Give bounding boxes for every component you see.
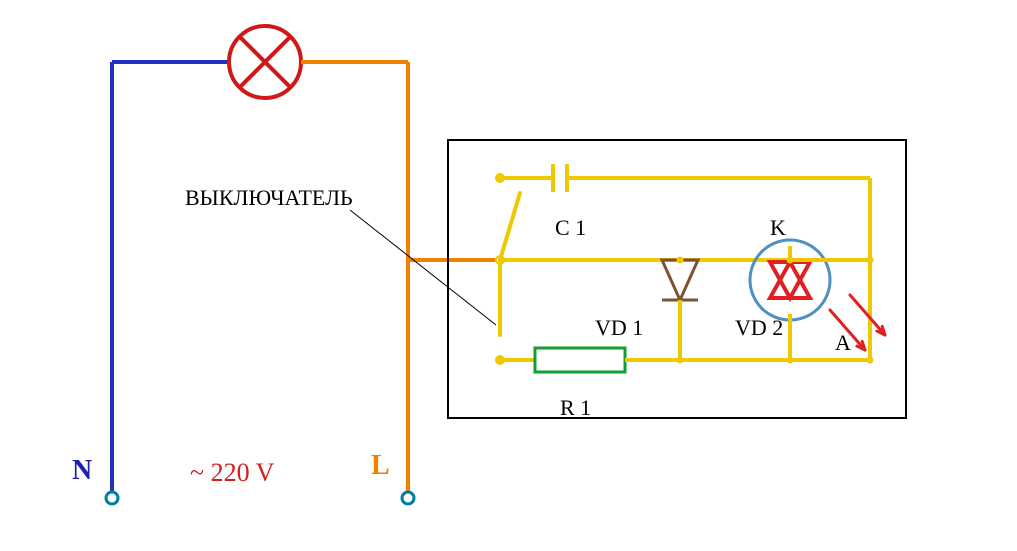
circuit-diagram	[0, 0, 1017, 551]
label-r1: R 1	[560, 395, 591, 421]
label-c1: C 1	[555, 215, 586, 241]
label-switch: ВЫКЛЮЧАТЕЛЬ	[185, 185, 353, 211]
label-voltage: ~ 220 V	[190, 458, 274, 488]
label-a: A	[835, 330, 851, 356]
label-vd2: VD 2	[735, 315, 783, 341]
label-k: K	[770, 215, 786, 241]
label-vd1: VD 1	[595, 315, 643, 341]
label-l: L	[371, 450, 390, 482]
label-n: N	[72, 455, 92, 487]
